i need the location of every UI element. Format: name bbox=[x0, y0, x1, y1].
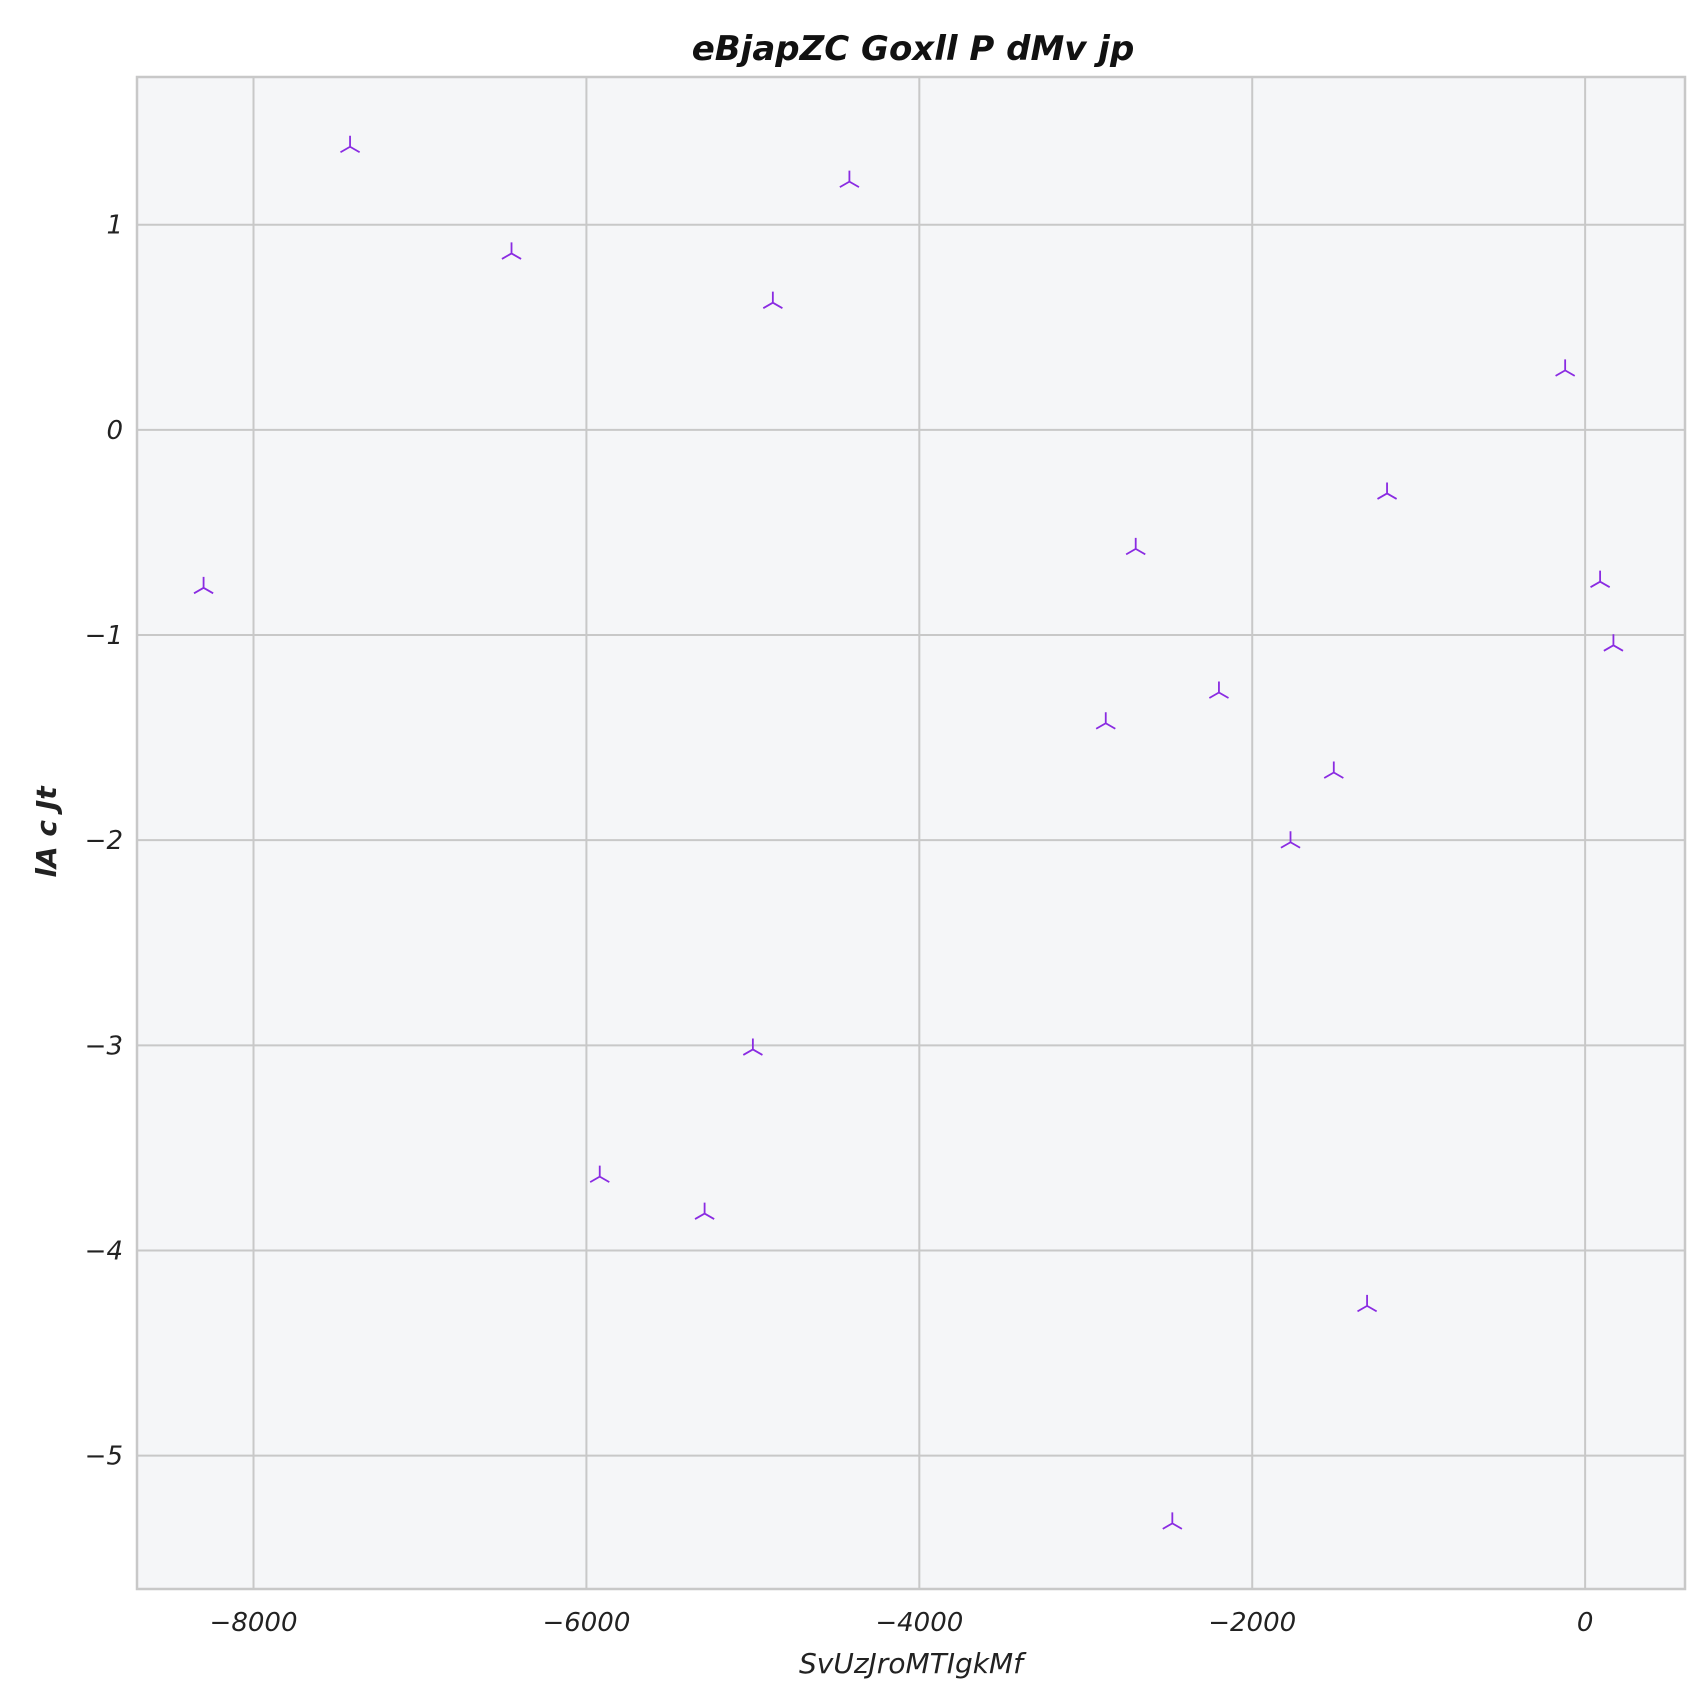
scatter-point bbox=[1208, 681, 1229, 699]
scatter-point bbox=[1095, 712, 1116, 730]
grid-lines bbox=[137, 77, 1685, 1589]
x-tick-label: 0 bbox=[1577, 1608, 1594, 1638]
scatter-point bbox=[1377, 482, 1398, 500]
x-tick-label: −6000 bbox=[542, 1608, 630, 1638]
plot-frame bbox=[135, 75, 1687, 1591]
scatter-point bbox=[742, 1038, 763, 1056]
x-tick-label: −8000 bbox=[210, 1608, 298, 1638]
plot-area bbox=[137, 77, 1685, 1589]
scatter-point bbox=[1555, 359, 1576, 377]
scatter-point bbox=[1162, 1512, 1183, 1530]
data-points bbox=[193, 135, 1624, 1530]
y-tick-label: 1 bbox=[106, 211, 123, 241]
x-tick-label: −2000 bbox=[1208, 1608, 1296, 1638]
scatter-point bbox=[839, 170, 860, 188]
scatter-point bbox=[589, 1165, 610, 1183]
x-tick-labels: −8000 −6000 −4000 −2000 0 bbox=[210, 1608, 1594, 1638]
chart-title: eBjapZC Goxll P dMv jp bbox=[692, 29, 1135, 69]
x-axis-label: SvUzJroMTIgkMf bbox=[799, 1647, 1027, 1680]
scatter-point bbox=[1590, 570, 1611, 588]
y-tick-label: −1 bbox=[85, 621, 123, 651]
y-tick-label: −5 bbox=[85, 1442, 123, 1472]
scatter-point bbox=[1323, 761, 1344, 779]
scatter-point bbox=[1603, 634, 1624, 652]
scatter-point bbox=[1125, 537, 1146, 556]
scatter-point bbox=[1357, 1294, 1378, 1313]
y-tick-label: −2 bbox=[85, 826, 123, 856]
y-tick-label: −3 bbox=[85, 1031, 123, 1061]
y-axis-label: lA c Jt bbox=[30, 785, 63, 878]
scatter-point bbox=[1280, 831, 1301, 849]
scatter-point bbox=[193, 576, 214, 595]
scatter-point bbox=[762, 291, 783, 309]
x-tick-label: −4000 bbox=[875, 1608, 963, 1638]
scatter-point bbox=[694, 1202, 715, 1220]
y-tick-labels: 1 0 −1 −2 −3 −4 −5 bbox=[85, 211, 123, 1472]
y-tick-label: 0 bbox=[106, 416, 123, 446]
scatter-point bbox=[340, 135, 361, 154]
y-tick-label: −4 bbox=[85, 1236, 123, 1266]
scatter-point bbox=[501, 242, 522, 260]
